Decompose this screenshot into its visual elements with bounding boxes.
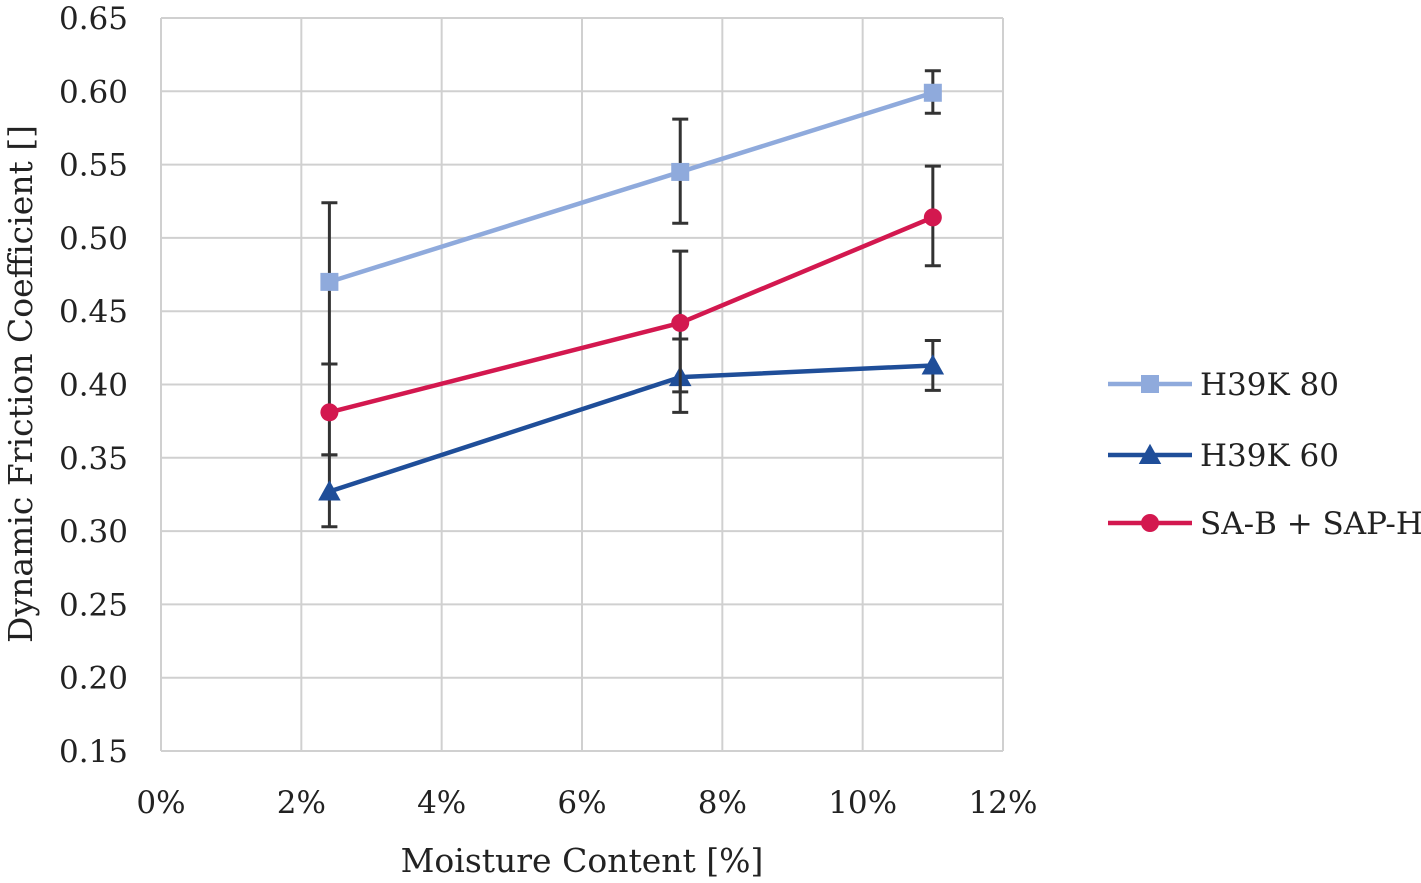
legend-label: SA-B + SAP-H xyxy=(1200,506,1421,542)
data-point xyxy=(921,354,945,375)
legend-item: SA-B + SAP-H xyxy=(1108,506,1421,542)
x-tick-labels: 0% 2% 4% 6% 8% 10% 12% xyxy=(136,785,1037,821)
legend-item: H39K 80 xyxy=(1108,367,1339,403)
data-point xyxy=(923,208,942,227)
x-tick-label: 12% xyxy=(969,785,1038,821)
x-tick-label: 10% xyxy=(828,785,897,821)
legend-item: H39K 60 xyxy=(1108,438,1339,474)
y-tick-label: 0.60 xyxy=(59,74,128,110)
y-tick-label: 0.45 xyxy=(59,294,128,330)
y-tick-label: 0.20 xyxy=(59,661,128,697)
data-point xyxy=(671,162,690,181)
plot-area xyxy=(318,69,945,529)
legend-label: H39K 60 xyxy=(1200,438,1339,474)
y-tick-label: 0.35 xyxy=(59,441,128,477)
y-tick-label: 0.65 xyxy=(59,1,128,37)
x-tick-label: 2% xyxy=(277,785,326,821)
data-point xyxy=(320,403,339,422)
series-line xyxy=(328,215,934,415)
grid xyxy=(160,17,1004,752)
data-point xyxy=(671,313,690,332)
legend: H39K 80 H39K 60 SA-B + SAP-H xyxy=(1108,367,1421,542)
y-tick-label: 0.40 xyxy=(59,368,128,404)
legend-marker xyxy=(1138,443,1162,464)
series-0 xyxy=(320,69,942,366)
series-2 xyxy=(320,164,942,457)
legend-marker xyxy=(1141,514,1159,532)
x-tick-label: 0% xyxy=(136,785,185,821)
y-axis-title: Dynamic Friction Coefficient [] xyxy=(1,125,40,643)
data-point xyxy=(320,272,339,291)
x-axis-title: Moisture Content [%] xyxy=(401,841,764,880)
x-tick-label: 6% xyxy=(557,785,606,821)
data-point xyxy=(318,480,341,501)
y-tick-label: 0.25 xyxy=(59,587,128,623)
data-point xyxy=(923,83,942,102)
x-tick-label: 4% xyxy=(417,785,466,821)
y-tick-labels: 0.15 0.20 0.25 0.30 0.35 0.40 0.45 0.50 0.55 0.60… xyxy=(59,1,128,770)
y-tick-label: 0.55 xyxy=(59,148,128,184)
x-tick-label: 8% xyxy=(698,785,747,821)
y-tick-label: 0.15 xyxy=(59,734,128,770)
legend-label: H39K 80 xyxy=(1200,367,1339,403)
series-1 xyxy=(318,337,945,529)
y-tick-label: 0.30 xyxy=(59,514,128,550)
y-tick-label: 0.50 xyxy=(59,221,128,257)
legend-marker xyxy=(1141,375,1159,393)
